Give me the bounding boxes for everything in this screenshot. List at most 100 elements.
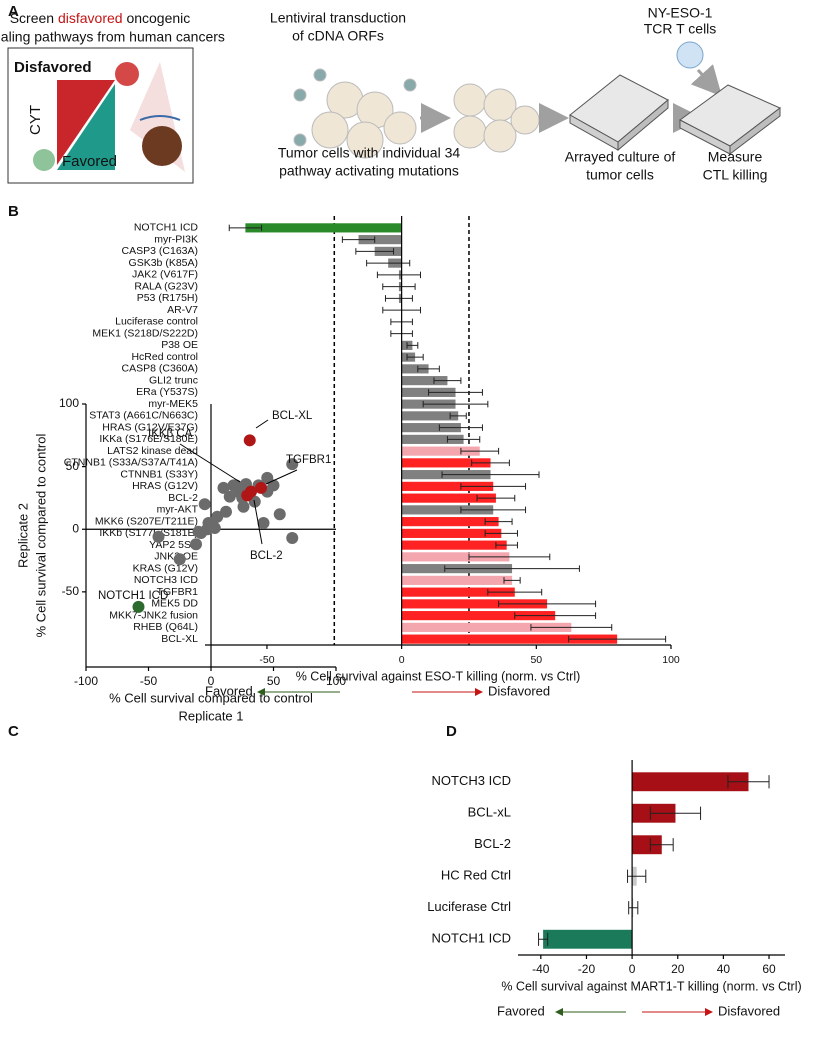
bar <box>632 772 749 792</box>
category-label: NOTCH1 ICD <box>134 222 199 234</box>
error-bar <box>498 600 597 608</box>
point <box>217 481 230 494</box>
panel-letter: B <box>8 203 19 220</box>
category-label: myr-MEK5 <box>148 398 198 410</box>
highlight-point <box>245 485 257 498</box>
error-bar <box>355 248 395 255</box>
category-label: HRAS (G12V) <box>132 480 198 492</box>
error-bar <box>376 271 421 279</box>
category-label: BCL-2 <box>168 492 198 504</box>
category-label: AR-V7 <box>167 304 198 316</box>
x-tick-label: -40 <box>532 962 550 976</box>
bar <box>401 599 548 609</box>
step-text: pathway activating mutations <box>279 163 459 179</box>
x-tick-label: -100 <box>74 674 98 688</box>
category-label: NOTCH3 ICD <box>134 574 199 586</box>
x-tick-label: 40 <box>717 962 731 976</box>
category-label: KRAS (G12V) <box>133 562 198 574</box>
category-label: MKK6 (S207E/T211E) <box>95 515 198 527</box>
error-bar <box>468 553 551 561</box>
bar <box>401 434 464 444</box>
bar <box>401 493 496 503</box>
error-bar <box>727 775 770 789</box>
error-bar <box>471 459 510 467</box>
y-tick-label: 100 <box>59 396 79 410</box>
transduced-cells <box>293 68 417 159</box>
screen-title: signaling pathways from human cancers <box>0 29 225 45</box>
bar <box>401 481 494 491</box>
x-tick-label: 50 <box>267 674 281 688</box>
x-tick-label: 0 <box>629 962 636 976</box>
bar <box>358 235 402 245</box>
favored-label: Favored <box>205 683 253 698</box>
bar <box>401 611 556 621</box>
x-tick-label: 100 <box>326 674 346 688</box>
error-bar <box>503 577 521 584</box>
error-bar <box>341 236 376 243</box>
bar <box>401 505 494 515</box>
category-label: HRAS (G12V/E37G) <box>102 421 198 433</box>
point <box>223 490 236 503</box>
panel-a: A Screen disfavored oncogenic signaling … <box>0 3 781 184</box>
category-label: MKK7-JNK2 fusion <box>109 609 198 621</box>
dna <box>139 115 181 121</box>
category-label: CASP3 (C163A) <box>122 245 198 257</box>
bar <box>401 423 461 433</box>
error-bar <box>460 506 527 514</box>
category-label: GSK3b (K85A) <box>129 257 198 269</box>
category-label: P38 OE <box>161 339 198 351</box>
category-label: IKKb (S177E/S181E) <box>99 527 198 539</box>
error-bar <box>428 389 483 396</box>
disfavored-triangle <box>57 80 115 165</box>
point <box>198 498 211 511</box>
error-bar <box>460 447 500 455</box>
error-bar <box>627 869 647 883</box>
tcell-text: TCR T cells <box>644 21 717 37</box>
panel-letter: D <box>446 723 457 740</box>
error-bar <box>649 838 674 852</box>
favored-label: Favored <box>497 1003 545 1018</box>
point <box>286 532 299 545</box>
step-text: tumor cells <box>586 167 654 183</box>
x-tick-label: 20 <box>671 962 685 976</box>
highlight-label: IKKβ CA <box>148 428 193 440</box>
step-text: Lentiviral transduction <box>270 10 406 26</box>
y-axis-title: Replicate 2 <box>15 503 30 568</box>
category-label: JAK2 (V617F) <box>132 269 198 281</box>
x-tick-label: 0 <box>208 674 215 688</box>
error-bar <box>449 412 467 420</box>
point <box>286 458 299 471</box>
category-label: P53 (R175H) <box>137 292 198 304</box>
category-label: HcRed control <box>131 351 198 363</box>
category-label: CTNNB1 (S33A/S37A/T41A) <box>64 457 198 469</box>
y-tick-label: 50 <box>66 459 80 473</box>
step-text: of cDNA ORFs <box>292 28 384 44</box>
title-part: disfavored <box>58 10 123 26</box>
bar <box>401 364 429 374</box>
highlight-label: BCL-2 <box>250 550 283 562</box>
highlight-label: NOTCH1 ICD <box>98 590 168 602</box>
screen-title: Screen disfavored oncogenic <box>10 10 191 26</box>
bar <box>401 411 459 421</box>
favored-triangle <box>57 84 115 170</box>
point <box>267 479 280 492</box>
error-bar <box>228 224 263 232</box>
bar <box>401 458 491 468</box>
error-bar <box>476 494 516 502</box>
error-bar <box>495 541 518 549</box>
error-bar <box>406 342 419 349</box>
y-axis-title: % Cell survival compared to control <box>33 434 48 638</box>
bar <box>401 540 507 550</box>
point <box>152 530 165 543</box>
label: Favored <box>62 153 117 170</box>
step-text: Arrayed culture of <box>565 149 676 165</box>
x-tick-label: 0 <box>399 654 405 666</box>
plate <box>569 74 669 152</box>
x-axis-title: % Cell survival against MART1-T killing … <box>501 979 801 993</box>
leader-line <box>179 443 241 483</box>
category-label: TGFBR1 <box>157 586 199 598</box>
step-text: Measure <box>708 149 763 165</box>
bar <box>401 587 515 597</box>
highlight-label: BCL-XL <box>272 410 313 422</box>
arrow <box>690 64 723 97</box>
